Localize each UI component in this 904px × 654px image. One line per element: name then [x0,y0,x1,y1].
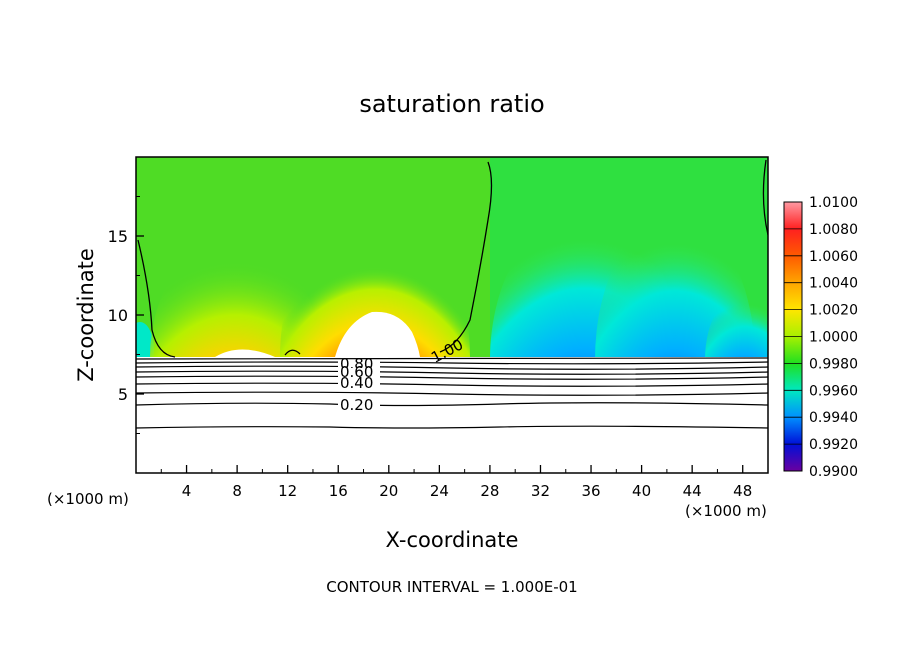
colorbar-label: 0.9980 [809,356,858,372]
low-contour-line [136,365,768,370]
colorbar-labels: 1.0100 1.0080 1.0060 1.0040 1.0020 1.0000 0.99… [784,195,858,480]
contour-interval-note: CONTOUR INTERVAL = 1.000E-01 [326,578,577,596]
field-lower-region [136,357,768,473]
colorbar-label: 0.9920 [809,437,858,453]
colorbar-label: 1.0040 [809,276,858,292]
z-unit-label: (×1000 m) [47,490,129,508]
contour-label-bg [338,360,380,370]
x-tick-label: 36 [581,482,600,500]
contour-label-bg [338,377,380,389]
low-contour-line [136,361,768,365]
low-contour-line [136,402,768,407]
contour-line-2 [439,161,493,353]
colorbar-label: 1.0020 [809,303,858,319]
colorbar-label: 1.0000 [809,330,858,346]
plot-area [136,157,768,473]
low-contour-line [136,425,768,429]
contour-label: 0.40 [340,374,373,392]
x-tick-label: 20 [379,482,398,500]
field-white-patch-2 [335,311,420,357]
colorbar-label: 1.0100 [809,195,858,211]
colorbar-label: 1.0080 [809,222,858,238]
x-tick-label: 12 [278,482,297,500]
y-tick-label: 5 [118,385,128,404]
x-tick-label: 40 [632,482,651,500]
low-contour-line [136,357,768,360]
chart-title: saturation ratio [359,90,544,118]
contour-label: 0.20 [340,396,373,414]
x-tick-label: 32 [531,482,550,500]
contour-label: 0.60 [340,363,373,381]
low-level-contours [136,357,768,429]
y-tick-label: 10 [108,306,128,325]
contour-line-1 [137,239,176,358]
colorbar-label: 0.9960 [809,383,858,399]
contour-label-bg [338,398,380,412]
colorbar-label: 0.9900 [809,464,858,480]
x-tick-label: 4 [182,482,192,500]
contour-line-3 [762,159,768,236]
x-ticks: 4 8 12 16 20 24 28 32 36 40 44 48 [160,465,752,500]
low-contour-line [136,391,768,396]
y-ticks: 5 10 15 [108,196,144,434]
low-contour-line [136,375,768,380]
x-tick-label: 44 [683,482,702,500]
low-contour-line [136,382,768,387]
field-white-patch-1 [215,349,275,357]
colorbar-label: 1.0060 [809,249,858,265]
x-tick-label: 16 [329,482,348,500]
colorbar: 1.0100 1.0080 1.0060 1.0040 1.0020 1.0000 0.99… [783,195,858,480]
x-tick-label: 8 [232,482,242,500]
contour-label-bg [338,368,380,378]
contour-line-4 [284,349,301,356]
x-axis-label: X-coordinate [386,528,519,552]
colorbar-label: 0.9940 [809,410,858,426]
y-axis-label: Z-coordinate [74,248,98,382]
y-tick-label: 15 [108,227,128,246]
x-tick-label: 28 [480,482,499,500]
x-tick-label: 48 [733,482,752,500]
x-unit-label: (×1000 m) [685,502,767,520]
low-contour-line [136,370,768,375]
x-tick-label: 24 [430,482,449,500]
